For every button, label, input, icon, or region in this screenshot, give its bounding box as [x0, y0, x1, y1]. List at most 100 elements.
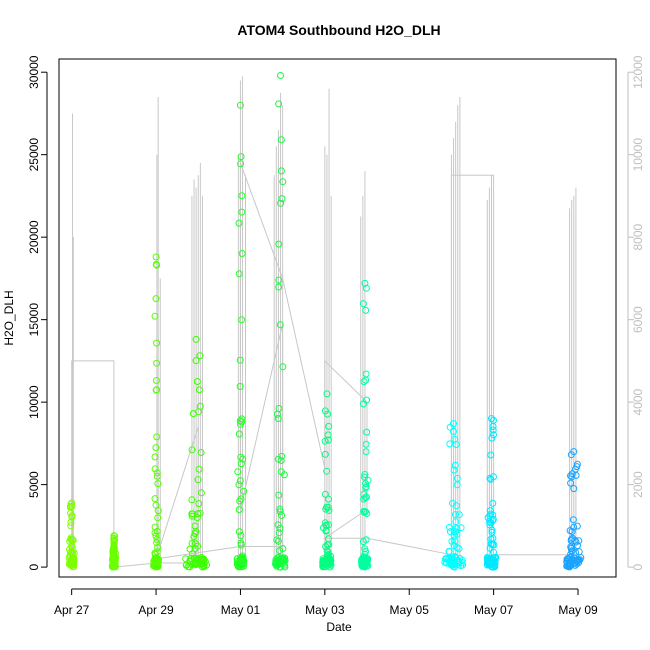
data-point	[572, 549, 580, 556]
data-point	[486, 556, 494, 564]
data-point	[153, 527, 161, 535]
data-point	[452, 518, 460, 526]
data-point	[152, 532, 160, 540]
data-point	[568, 544, 576, 552]
y2-tick-label: 8000	[631, 223, 645, 250]
data-point	[360, 508, 368, 516]
data-point	[484, 560, 492, 568]
data-point	[455, 511, 463, 519]
data-point	[238, 250, 246, 257]
data-points-layer	[65, 72, 585, 571]
data-point	[275, 563, 283, 571]
data-point	[570, 448, 578, 456]
data-point	[152, 253, 160, 261]
data-point	[193, 514, 201, 522]
data-point	[570, 485, 578, 493]
axes-layer: Apr 27 Apr 29 May 01 May 03 May 05 May 07 May …	[27, 55, 645, 617]
data-point	[235, 270, 243, 278]
plot-frame	[58, 58, 617, 578]
data-point	[568, 473, 576, 481]
data-point	[153, 472, 161, 480]
data-point	[67, 502, 75, 510]
data-point	[490, 548, 497, 556]
data-point	[276, 321, 284, 329]
data-point	[325, 551, 332, 558]
data-point	[362, 370, 370, 378]
data-point	[275, 240, 283, 248]
chart-title: ATOM4 Southbound H2O_DLH	[237, 22, 440, 38]
data-point	[450, 427, 457, 435]
y-tick-label: 0	[27, 563, 41, 570]
data-point	[322, 505, 330, 513]
data-point	[153, 536, 161, 543]
y-tick-label: 25000	[27, 138, 41, 172]
y-tick-label: 10000	[27, 385, 41, 419]
data-point	[489, 563, 497, 571]
data-point	[276, 559, 283, 567]
data-point	[448, 537, 456, 545]
data-point	[450, 420, 457, 428]
x-axis-label: Date	[326, 620, 352, 634]
data-point	[68, 499, 76, 507]
data-point	[362, 536, 370, 544]
data-point	[323, 551, 331, 559]
data-point	[237, 495, 245, 503]
data-point	[273, 536, 281, 544]
data-point	[279, 545, 287, 552]
data-point	[360, 378, 368, 386]
data-point	[569, 534, 577, 542]
data-point	[279, 178, 287, 186]
data-point	[279, 363, 287, 371]
data-point	[455, 545, 463, 553]
data-point	[575, 556, 583, 564]
data-point	[321, 407, 329, 415]
data-point	[275, 276, 283, 284]
data-point	[362, 306, 370, 314]
data-point	[573, 522, 581, 530]
data-point	[275, 529, 283, 537]
data-point	[196, 352, 204, 360]
x-tick-label: May 09	[558, 603, 598, 617]
data-point	[490, 416, 497, 424]
data-point	[487, 451, 495, 459]
data-point	[451, 461, 459, 469]
data-point	[572, 538, 580, 546]
data-point	[154, 480, 162, 488]
data-point	[192, 357, 200, 365]
y-tick-label: 30000	[27, 55, 41, 89]
data-point	[237, 160, 245, 168]
data-point	[152, 377, 160, 384]
y-axis-label: H2O_DLH	[2, 290, 16, 345]
y2-tick-label: 6000	[631, 306, 645, 333]
data-point	[151, 312, 159, 320]
data-point	[152, 295, 160, 303]
data-point	[567, 472, 574, 480]
data-point	[152, 501, 160, 509]
data-point	[362, 376, 370, 384]
data-point	[151, 549, 159, 557]
data-point	[153, 339, 161, 347]
data-point	[69, 549, 77, 557]
data-point	[361, 545, 369, 553]
data-point	[236, 383, 244, 390]
data-point	[568, 528, 576, 535]
data-point	[239, 455, 247, 463]
data-point	[238, 418, 246, 426]
data-point	[326, 559, 334, 567]
data-point	[486, 518, 494, 526]
data-point	[277, 457, 285, 464]
data-point	[151, 465, 159, 473]
data-point	[360, 490, 368, 498]
data-point	[110, 552, 118, 560]
data-point	[197, 489, 205, 497]
data-point	[569, 516, 577, 524]
data-point	[238, 192, 246, 200]
data-point	[238, 316, 246, 324]
data-point	[151, 453, 159, 461]
data-point	[275, 283, 283, 291]
data-point	[67, 518, 75, 526]
data-point	[201, 558, 209, 565]
data-point	[323, 467, 331, 475]
data-point	[192, 540, 199, 548]
data-point	[319, 555, 327, 563]
